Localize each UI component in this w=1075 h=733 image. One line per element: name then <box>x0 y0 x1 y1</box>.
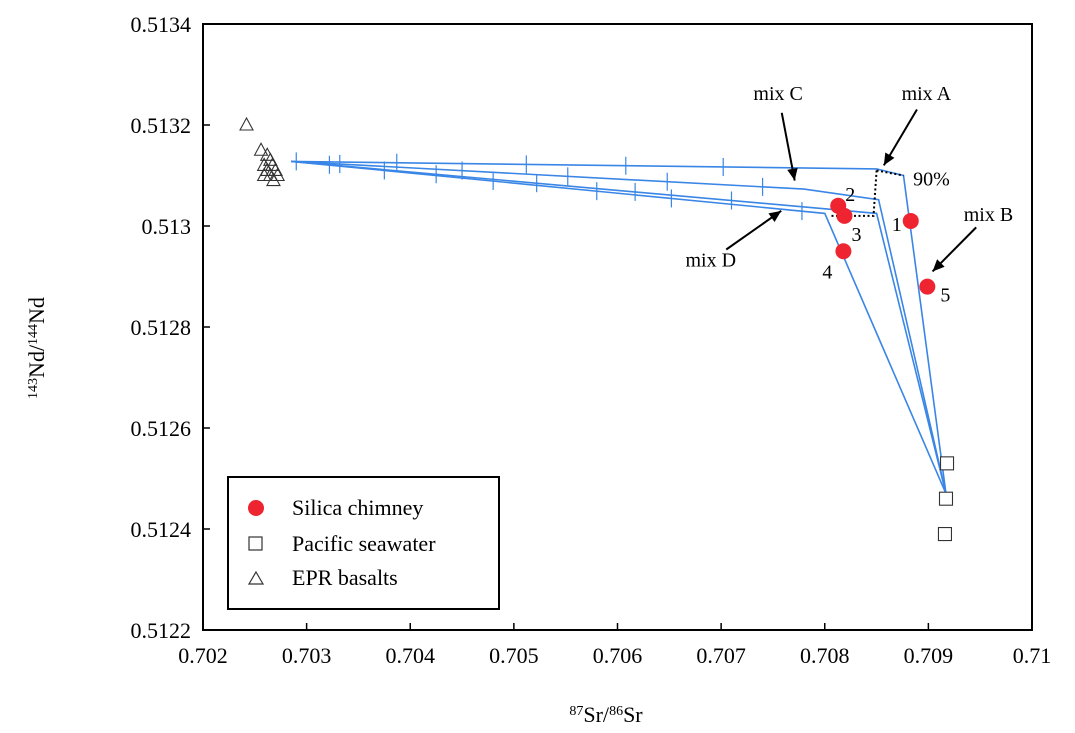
dotted-line <box>876 169 904 177</box>
chimney-point-label: 3 <box>851 224 861 246</box>
y-tick-label: 0.5134 <box>131 12 192 37</box>
y-axis-label: 143Nd/144Nd <box>24 297 49 399</box>
x-label-part-2: Sr <box>623 702 643 727</box>
y-tick-label: 0.5132 <box>131 113 192 138</box>
x-tick-label: 0.703 <box>282 643 332 668</box>
annotation-label: 90% <box>913 169 950 191</box>
annotations: mix A mix B mix C mix D 90% <box>685 83 1013 273</box>
y-label-part-2: Nd <box>24 297 49 324</box>
chimney-point <box>902 212 919 229</box>
annotation-label: mix A <box>902 83 952 105</box>
chimney-point <box>836 207 853 224</box>
legend-seawater-marker <box>248 536 263 551</box>
basalt-point <box>268 162 283 176</box>
annotation-arrowhead <box>883 152 895 166</box>
x-tick-label: 0.706 <box>593 643 643 668</box>
y-label-sup-1: 143 <box>26 378 41 399</box>
y-tick-label: 0.5124 <box>131 517 192 542</box>
y-label-sup-2: 144 <box>26 324 41 345</box>
chimney-point-label: 4 <box>822 261 832 283</box>
legend-seawater-label: Pacific seawater <box>292 531 436 556</box>
annotation-label: mix B <box>964 204 1013 226</box>
x-tick-label: 0.709 <box>904 643 954 668</box>
chimney-point <box>919 278 936 295</box>
legend-basalt-label: EPR basalts <box>292 565 398 590</box>
x-tick-label: 0.708 <box>800 643 850 668</box>
annotation-arrowhead <box>768 210 782 223</box>
annotation-label: mix C <box>753 83 802 105</box>
annotation-arrowhead <box>932 259 945 272</box>
chimney-point-label: 1 <box>892 214 902 236</box>
basalt-point <box>239 116 254 131</box>
x-label-part-1: Sr/ <box>583 702 610 727</box>
legend-box <box>227 476 500 610</box>
seawater-point <box>938 491 954 506</box>
legend-basalt-marker <box>247 570 265 585</box>
y-tick-label: 0.5126 <box>131 416 192 441</box>
mixing-line <box>291 160 947 494</box>
axis-ticks: 0.702 0.703 0.704 0.705 0.706 0.707 0.708 0.709… <box>131 12 1052 668</box>
legend: Silica chimney Pacific seawater EPR basa… <box>227 476 500 610</box>
annotation-label: mix D <box>685 249 736 271</box>
y-tick-label: 0.5128 <box>131 315 192 340</box>
seawater-point <box>939 456 955 471</box>
x-tick-label: 0.705 <box>489 643 539 668</box>
annotation-arrowhead <box>787 167 798 181</box>
basalt-point <box>253 142 269 156</box>
y-label-part-1: Nd/ <box>24 344 49 378</box>
x-axis-label: 87Sr/86Sr <box>569 702 643 727</box>
legend-chimney-label: Silica chimney <box>292 495 423 520</box>
chimney-point-label: 5 <box>940 285 950 307</box>
x-tick-label: 0.704 <box>386 643 436 668</box>
x-tick-label: 0.702 <box>178 643 228 668</box>
dotted-line <box>829 170 878 217</box>
basalt-point <box>262 152 278 166</box>
legend-chimney-marker <box>248 500 264 516</box>
y-tick-label: 0.513 <box>142 214 192 239</box>
chimney-point-label: 2 <box>845 184 855 206</box>
x-tick-label: 0.71 <box>1013 643 1052 668</box>
mixing-line <box>291 160 947 495</box>
x-tick-label: 0.707 <box>696 643 746 668</box>
x-label-sup-1: 87 <box>569 704 583 719</box>
x-label-sup-2: 86 <box>609 704 623 719</box>
mixing-lines <box>291 152 947 495</box>
data-points: 1 2 34 5 <box>239 116 955 542</box>
chimney-point <box>835 243 852 260</box>
basalt-point <box>266 172 281 187</box>
mixing-line <box>291 160 947 494</box>
y-tick-label: 0.5122 <box>131 618 192 643</box>
seawater-point <box>937 526 953 542</box>
plot-frame <box>202 23 1033 631</box>
